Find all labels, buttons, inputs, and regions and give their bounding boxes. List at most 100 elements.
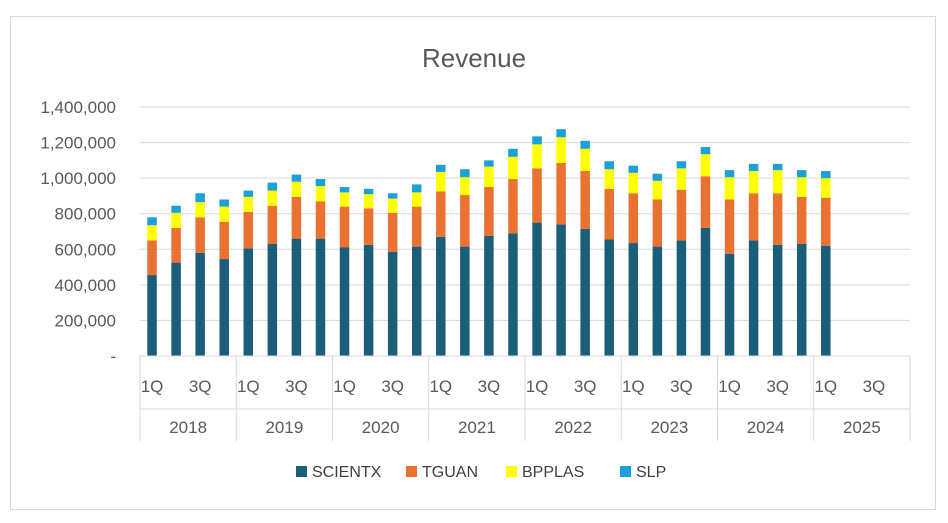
- bar-segment-slp: [652, 173, 663, 181]
- bar-segment-slp: [676, 161, 687, 169]
- bar-segment-bpplas: [363, 194, 374, 209]
- bar-segment-scientx: [772, 244, 783, 356]
- bar-segment-bpplas: [724, 177, 735, 200]
- x-year-label: 2025: [843, 418, 881, 437]
- y-tick-label: 400,000: [55, 276, 116, 295]
- bar-segment-slp: [291, 174, 302, 182]
- x-axis: 1Q 3Q 2018 1Q 3Q 2019 1Q 3Q 2020 1Q 3Q 2021 1Q 3Q 2022…: [139, 355, 911, 441]
- bar-segment-tguan: [604, 188, 614, 240]
- bar-segment-bpplas: [628, 172, 639, 194]
- chart-title: Revenue: [422, 43, 526, 73]
- legend-swatch-tguan: [406, 466, 417, 477]
- bar-segment-slp: [772, 163, 783, 171]
- bar-segment-slp: [508, 148, 518, 157]
- bar-segment-bpplas: [508, 156, 518, 180]
- bar-segment-scientx: [580, 228, 590, 356]
- x-year-label: 2024: [747, 418, 785, 437]
- bar-segment-tguan: [821, 197, 831, 246]
- bar-segment-slp: [460, 169, 470, 178]
- x-year-label: 2018: [169, 418, 207, 437]
- bar-segment-tguan: [243, 211, 254, 249]
- bar-segment-scientx: [147, 275, 157, 356]
- bar-segment-tguan: [171, 227, 181, 263]
- bar-segment-scientx: [339, 247, 350, 356]
- bar-segment-bpplas: [604, 169, 614, 189]
- bar-segment-slp: [339, 187, 350, 193]
- legend: SCIENTX TGUAN BPPLAS SLP: [296, 464, 666, 481]
- x-quarter-label: 1Q: [814, 377, 837, 396]
- bar-segment-tguan: [724, 199, 735, 254]
- bar-segment-slp: [243, 190, 254, 197]
- x-year-label: 2019: [265, 418, 303, 437]
- bar-segment-slp: [532, 136, 542, 145]
- bar-segment-bpplas: [147, 225, 157, 241]
- bar-segment-slp: [411, 184, 422, 193]
- bar-segment-tguan: [580, 171, 590, 229]
- bar-segment-slp: [436, 164, 446, 172]
- bar-segment-bpplas: [676, 168, 687, 190]
- bar-segment-bpplas: [243, 196, 254, 212]
- bar-segment-slp: [580, 140, 590, 149]
- bar-segment-slp: [219, 199, 229, 207]
- bar-segment-scientx: [724, 253, 735, 356]
- bar-segment-bpplas: [652, 180, 663, 200]
- bar-segment-scientx: [532, 222, 542, 356]
- x-quarter-label: 1Q: [718, 377, 741, 396]
- bar-segment-slp: [796, 170, 807, 178]
- x-quarter-label: 1Q: [141, 377, 164, 396]
- y-tick-label: 1,200,000: [40, 134, 116, 153]
- bar-segment-bpplas: [291, 181, 302, 197]
- bar-segment-scientx: [291, 238, 302, 356]
- x-quarter-label: 3Q: [189, 377, 212, 396]
- bar-segment-scientx: [796, 243, 807, 356]
- y-tick-label: 1,000,000: [40, 169, 116, 188]
- legend-label-slp: SLP: [636, 464, 666, 481]
- bar-segment-bpplas: [821, 178, 831, 198]
- y-axis: - 200,000 400,000 600,000 800,000 1,000,000 1,…: [40, 98, 116, 366]
- bar-segment-bpplas: [339, 192, 350, 207]
- bar-segment-tguan: [652, 199, 663, 247]
- bar-segment-tguan: [796, 196, 807, 244]
- bar-segment-bpplas: [315, 186, 326, 202]
- bar-segment-slp: [363, 188, 374, 195]
- bar-segment-scientx: [821, 245, 831, 356]
- bar-segment-bpplas: [796, 177, 807, 197]
- bars: [147, 129, 831, 356]
- bar-segment-scientx: [652, 246, 663, 356]
- bar-segment-tguan: [267, 205, 278, 244]
- bar-segment-tguan: [291, 196, 302, 239]
- bar-segment-slp: [171, 205, 181, 213]
- bar-segment-scientx: [315, 238, 326, 356]
- bar-segment-scientx: [508, 233, 518, 356]
- x-year-label: 2020: [362, 418, 400, 437]
- bar-segment-scientx: [460, 246, 470, 356]
- bar-segment-tguan: [700, 176, 711, 228]
- x-quarter-label: 3Q: [766, 377, 789, 396]
- x-quarter-label: 3Q: [381, 377, 404, 396]
- bar-segment-slp: [315, 179, 326, 187]
- y-tick-label: 800,000: [55, 205, 116, 224]
- bar-segment-scientx: [195, 252, 205, 356]
- x-quarter-label: 1Q: [622, 377, 645, 396]
- bar-segment-scientx: [243, 248, 254, 356]
- bar-segment-bpplas: [748, 171, 759, 194]
- x-quarter-label: 3Q: [670, 377, 693, 396]
- x-quarter-label: 1Q: [237, 377, 260, 396]
- x-quarter-label: 1Q: [429, 377, 452, 396]
- bar-segment-scientx: [700, 227, 711, 356]
- legend-label-scientx: SCIENTX: [312, 464, 382, 481]
- bar-segment-scientx: [436, 236, 446, 356]
- bar-segment-tguan: [676, 189, 687, 241]
- bar-segment-slp: [556, 129, 566, 138]
- x-year-label: 2021: [458, 418, 496, 437]
- bar-segment-bpplas: [556, 137, 566, 164]
- x-year-label: 2022: [554, 418, 592, 437]
- bar-segment-scientx: [676, 240, 687, 356]
- grid-lines: [140, 106, 910, 357]
- bar-segment-scientx: [411, 246, 422, 356]
- bar-segment-tguan: [195, 217, 205, 253]
- bar-segment-tguan: [628, 193, 639, 244]
- x-year-label: 2023: [650, 418, 688, 437]
- bar-segment-scientx: [628, 243, 639, 356]
- bar-segment-tguan: [339, 206, 350, 248]
